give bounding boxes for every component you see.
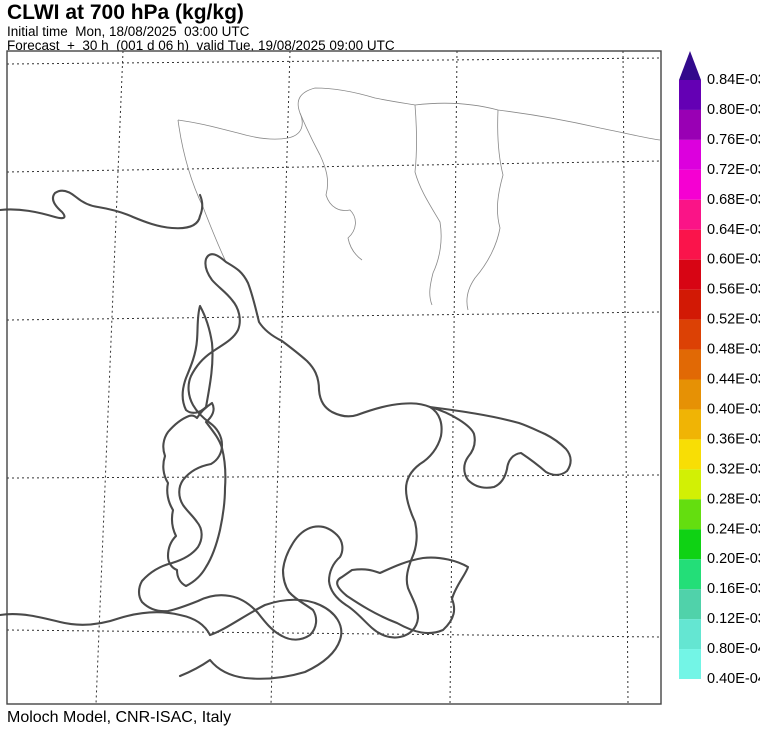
svg-text:0.24E-03: 0.24E-03 bbox=[707, 521, 760, 537]
svg-text:0.36E-03: 0.36E-03 bbox=[707, 431, 760, 447]
svg-text:0.40E-04: 0.40E-04 bbox=[707, 671, 760, 687]
svg-text:0.48E-03: 0.48E-03 bbox=[707, 342, 760, 358]
svg-text:0.40E-03: 0.40E-03 bbox=[707, 401, 760, 417]
svg-text:0.52E-03: 0.52E-03 bbox=[707, 312, 760, 328]
svg-text:0.76E-03: 0.76E-03 bbox=[707, 132, 760, 148]
svg-text:0.12E-03: 0.12E-03 bbox=[707, 611, 760, 627]
svg-text:0.68E-03: 0.68E-03 bbox=[707, 192, 760, 208]
svg-text:0.44E-03: 0.44E-03 bbox=[707, 372, 760, 388]
svg-text:0.16E-03: 0.16E-03 bbox=[707, 581, 760, 597]
svg-text:0.84E-03: 0.84E-03 bbox=[707, 72, 760, 88]
svg-text:0.80E-03: 0.80E-03 bbox=[707, 102, 760, 118]
svg-text:0.60E-03: 0.60E-03 bbox=[707, 252, 760, 268]
svg-text:0.72E-03: 0.72E-03 bbox=[707, 162, 760, 178]
svg-text:0.80E-04: 0.80E-04 bbox=[707, 641, 760, 657]
svg-text:0.56E-03: 0.56E-03 bbox=[707, 282, 760, 298]
svg-text:0.32E-03: 0.32E-03 bbox=[707, 461, 760, 477]
svg-text:0.64E-03: 0.64E-03 bbox=[707, 222, 760, 238]
svg-text:0.20E-03: 0.20E-03 bbox=[707, 551, 760, 567]
svg-text:0.28E-03: 0.28E-03 bbox=[707, 491, 760, 507]
